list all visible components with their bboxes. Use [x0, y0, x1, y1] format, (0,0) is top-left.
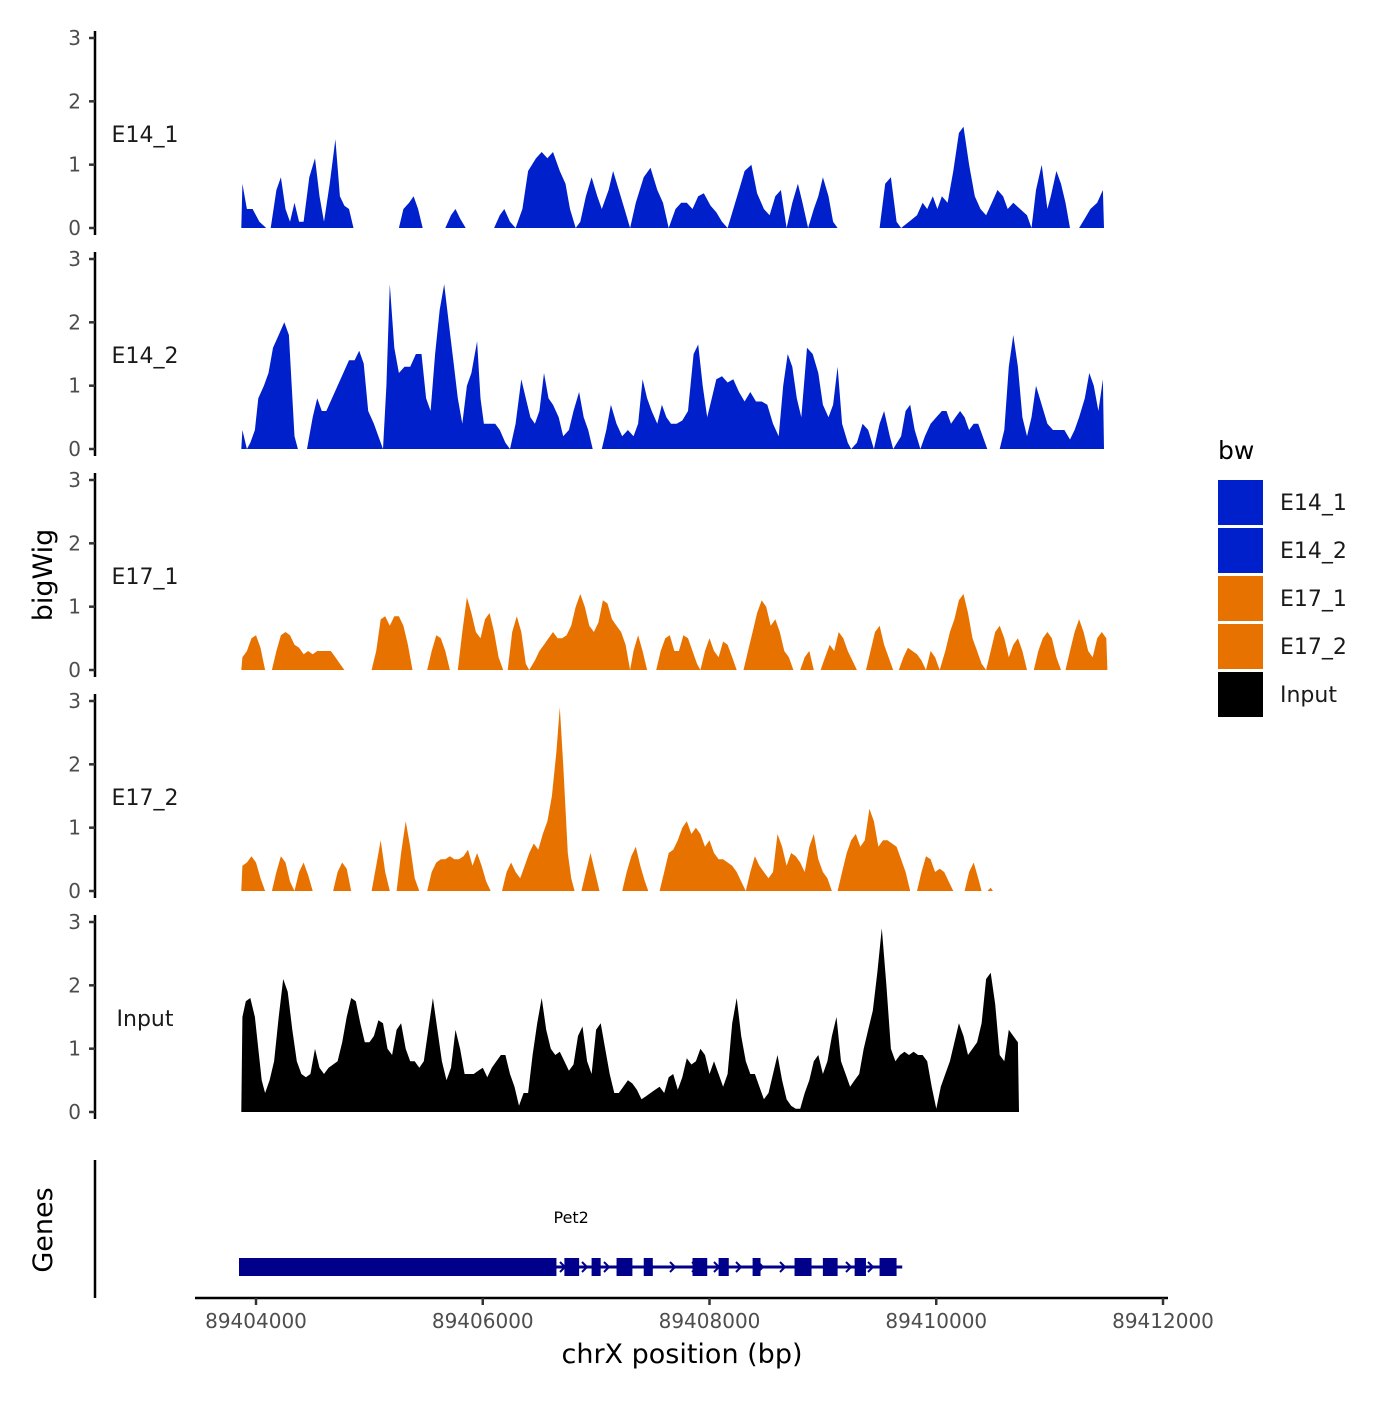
track-label-E17_2: E17_2: [112, 786, 179, 811]
x-tick-label: 89408000: [659, 1309, 761, 1333]
y-tick-label: 0: [68, 1100, 81, 1124]
legend-label: E14_1: [1280, 491, 1347, 516]
legend-label: E17_1: [1280, 587, 1347, 612]
y-tick-label: 1: [68, 595, 81, 619]
exon: [692, 1258, 708, 1276]
y-axis-title: bigWig: [28, 529, 59, 622]
legend-item-E14_2: E14_2: [1218, 528, 1347, 573]
legend-item-E14_1: E14_1: [1218, 480, 1347, 525]
y-tick-label: 3: [68, 247, 81, 271]
exon: [822, 1258, 838, 1276]
y-tick-label: 2: [68, 752, 81, 776]
gene-label: Pet2: [553, 1208, 588, 1227]
track-E17_2: 0 1 2 3 E17_2: [68, 689, 993, 903]
track-E14_2: 0 1 2 3 E14_2: [68, 247, 1105, 461]
gene-track-title: Genes: [28, 1187, 59, 1272]
track-label-E17_1: E17_1: [112, 565, 179, 590]
y-tick-label: 0: [68, 879, 81, 903]
legend-swatch: [1218, 672, 1263, 717]
legend-label: Input: [1280, 683, 1337, 708]
legend-swatch: [1218, 528, 1263, 573]
strand-arrow: [581, 1261, 589, 1273]
y-tick-label: 3: [68, 26, 81, 50]
gene-Pet2: Pet2: [238, 1208, 903, 1276]
strand-arrow: [603, 1261, 611, 1273]
y-tick-label: 1: [68, 374, 81, 398]
y-tick-label: 0: [68, 658, 81, 682]
y-tick-label: 3: [68, 689, 81, 713]
y-tick-label: 1: [68, 153, 81, 177]
strand-arrow: [735, 1261, 743, 1273]
x-axis-title: chrX position (bp): [561, 1339, 802, 1370]
legend-swatch: [1218, 576, 1263, 621]
track-E14_1: 0 1 2 3 E14_1: [68, 26, 1105, 240]
area-E17_2: [241, 707, 993, 891]
exon: [794, 1258, 812, 1276]
x-axis-group: 89404000 89406000 89408000 89410000 89412000: [195, 1296, 1214, 1333]
y-tick-label: 2: [68, 531, 81, 555]
y-tick-label: 2: [68, 973, 81, 997]
strand-arrow: [867, 1261, 875, 1273]
track-label-E14_2: E14_2: [112, 344, 179, 369]
legend-item-E17_2: E17_2: [1218, 624, 1347, 669]
strand-arrow: [669, 1261, 677, 1273]
area-E14_2: [241, 284, 1105, 449]
legend-label: E17_2: [1280, 635, 1347, 660]
legend-item-E17_1: E17_1: [1218, 576, 1347, 621]
y-tick-label: 1: [68, 816, 81, 840]
exon: [238, 1258, 557, 1276]
area-E17_1: [241, 594, 1108, 670]
strand-arrow: [845, 1261, 853, 1273]
y-tick-label: 0: [68, 437, 81, 461]
area-Input: [241, 928, 1020, 1112]
exon: [564, 1258, 580, 1276]
y-tick-label: 3: [68, 468, 81, 492]
y-tick-label: 3: [68, 910, 81, 934]
track-label-E14_1: E14_1: [112, 123, 179, 148]
exon: [643, 1258, 653, 1276]
tracks-group: 0 1 2 3 E14_1 0 1 2 3 E14_2 0 1 2 3 E17_1 0 1 2 3 E17_2 0 1 2 3…: [68, 26, 1108, 1124]
x-tick-label: 89404000: [205, 1309, 307, 1333]
exon: [718, 1258, 729, 1276]
y-tick-label: 0: [68, 216, 81, 240]
strand-arrow: [779, 1261, 787, 1273]
track-E17_1: 0 1 2 3 E17_1: [68, 468, 1108, 682]
x-tick-label: 89406000: [432, 1309, 534, 1333]
gene-track-group: Pet2: [93, 1160, 903, 1298]
area-E14_1: [241, 126, 1105, 228]
legend: bw E14_1 E14_2 E17_1 E17_2 Input: [1218, 436, 1347, 717]
legend-swatch: [1218, 624, 1263, 669]
exon: [752, 1258, 761, 1276]
track-label-Input: Input: [117, 1007, 174, 1032]
legend-swatch: [1218, 480, 1263, 525]
legend-title: bw: [1218, 436, 1254, 465]
y-tick-label: 2: [68, 89, 81, 113]
y-tick-label: 2: [68, 310, 81, 334]
exon: [616, 1258, 633, 1276]
legend-label: E14_2: [1280, 539, 1347, 564]
legend-item-Input: Input: [1218, 672, 1337, 717]
x-tick-label: 89410000: [885, 1309, 987, 1333]
exon: [854, 1258, 866, 1276]
y-tick-label: 1: [68, 1037, 81, 1061]
exon: [591, 1258, 601, 1276]
track-Input: 0 1 2 3 Input: [68, 910, 1020, 1124]
exon: [879, 1258, 897, 1276]
x-tick-label: 89412000: [1112, 1309, 1214, 1333]
